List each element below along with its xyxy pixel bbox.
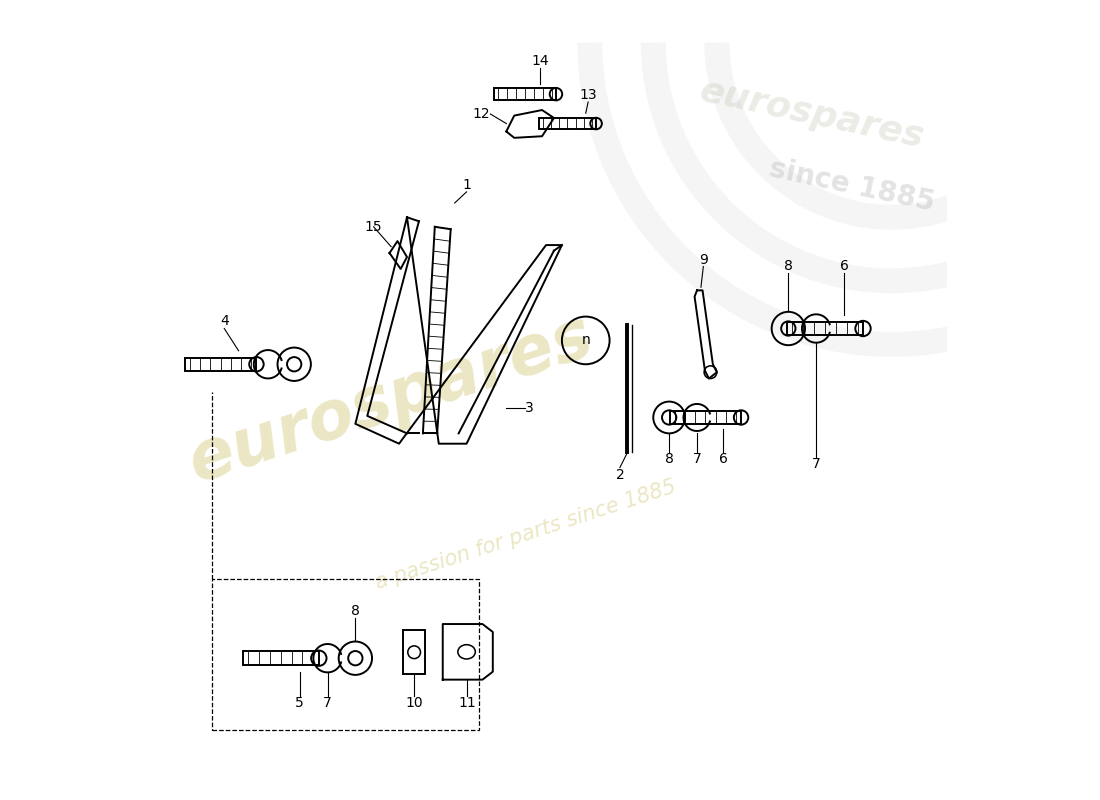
Text: 7: 7 (693, 452, 702, 466)
Text: 2: 2 (616, 467, 625, 482)
Text: 13: 13 (580, 88, 597, 102)
Text: 8: 8 (351, 605, 360, 618)
Text: 1: 1 (462, 178, 471, 192)
Bar (786, 322, 864, 335)
Text: 9: 9 (698, 253, 707, 266)
Text: 8: 8 (664, 452, 673, 466)
Text: 14: 14 (531, 54, 549, 68)
Text: 7: 7 (323, 695, 332, 710)
Text: 6: 6 (839, 259, 848, 273)
Text: 3: 3 (525, 401, 533, 415)
Text: 15: 15 (365, 220, 383, 234)
Text: eurospares: eurospares (696, 74, 927, 154)
Text: 4: 4 (220, 314, 229, 329)
Bar (494, 89, 556, 100)
Bar (243, 651, 319, 665)
Bar (539, 118, 596, 129)
Text: 5: 5 (296, 695, 304, 710)
Bar (670, 411, 741, 424)
Text: 10: 10 (405, 695, 424, 710)
Text: 6: 6 (718, 452, 727, 466)
Text: n: n (582, 334, 590, 347)
Text: eurospares: eurospares (180, 303, 602, 497)
Text: since 1885: since 1885 (767, 154, 937, 217)
Text: a passion for parts since 1885: a passion for parts since 1885 (373, 477, 679, 594)
Text: 8: 8 (784, 259, 793, 273)
Bar (185, 358, 256, 371)
Bar (212, 578, 478, 730)
Bar (403, 630, 426, 674)
Text: 7: 7 (812, 457, 821, 471)
Text: 12: 12 (473, 107, 491, 121)
Text: 11: 11 (459, 695, 476, 710)
